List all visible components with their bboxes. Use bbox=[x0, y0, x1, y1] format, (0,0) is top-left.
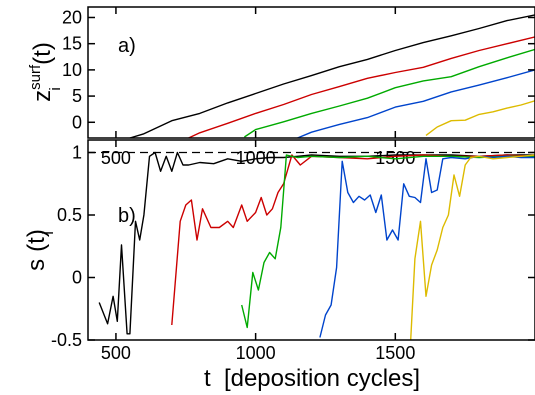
panel-b-x-tick-label: 1500 bbox=[375, 343, 415, 363]
panel-a-series-line-1 bbox=[129, 14, 535, 138]
panel-a-ylabel-base: z bbox=[29, 90, 56, 102]
panel-a-series-line-3 bbox=[244, 48, 535, 138]
panel-b-ylabel-suffix: (t) bbox=[23, 229, 50, 252]
panel-a-series bbox=[129, 14, 535, 138]
panel-a-y-tick-label: 5 bbox=[72, 86, 82, 106]
panel-b-series-line-3 bbox=[241, 154, 535, 329]
panel-a-x-tick-label: 500 bbox=[101, 148, 131, 168]
panel-b-x-tick-label: 1000 bbox=[236, 343, 276, 363]
panel-b-label: b) bbox=[118, 205, 136, 227]
panel-b-ylabel-base: s bbox=[23, 259, 50, 271]
panel-a-label: a) bbox=[118, 35, 136, 57]
panel-b-ylabel: s (t) bbox=[23, 229, 50, 271]
panel-a-ylabel: zsurf(t) bbox=[27, 42, 56, 102]
panel-b-ylabel-sub: i bbox=[40, 231, 57, 234]
panel-a-series-line-4 bbox=[297, 69, 535, 138]
panel-a-y-tick-label: 20 bbox=[62, 7, 82, 27]
panel-b-y-tick-label: 1 bbox=[72, 143, 82, 163]
panel-a-y-tick-label: 0 bbox=[72, 112, 82, 132]
panel-b: 500 1000 1500 -0.5 0 0.5 1 b) s (t) i t [deposi… bbox=[23, 139, 535, 392]
panel-b-series bbox=[98, 151, 535, 340]
panel-b-y-tick-label: 0.5 bbox=[57, 205, 82, 225]
panel-b-series-line-2 bbox=[171, 154, 535, 326]
panel-a-y-tick-label: 10 bbox=[62, 60, 82, 80]
panel-a-series-line-5 bbox=[425, 100, 535, 136]
panel-b-y-tick-label: -0.5 bbox=[51, 330, 82, 350]
panel-b-y-tick-label: 0 bbox=[72, 268, 82, 288]
panel-a-ylabel-sup: surf bbox=[27, 64, 44, 90]
panel-b-frame bbox=[87, 139, 535, 341]
panel-b-x-tick-label: 500 bbox=[101, 343, 131, 363]
panel-a-ylabel-sub: i bbox=[47, 87, 64, 90]
panel-b-ticks: 500 1000 1500 -0.5 0 0.5 1 bbox=[51, 140, 535, 363]
panel-a-frame bbox=[87, 6, 535, 139]
panel-b-series-line-1 bbox=[98, 151, 535, 335]
panel-a-series-line-2 bbox=[188, 36, 535, 138]
panel-a-ylabel-suffix: (t) bbox=[29, 42, 56, 65]
panel-b-series-line-5 bbox=[410, 154, 535, 340]
x-axis-label: t [deposition cycles] bbox=[204, 365, 420, 392]
panel-b-series-line-4 bbox=[319, 155, 535, 338]
panel-a-y-tick-label: 15 bbox=[62, 34, 82, 54]
